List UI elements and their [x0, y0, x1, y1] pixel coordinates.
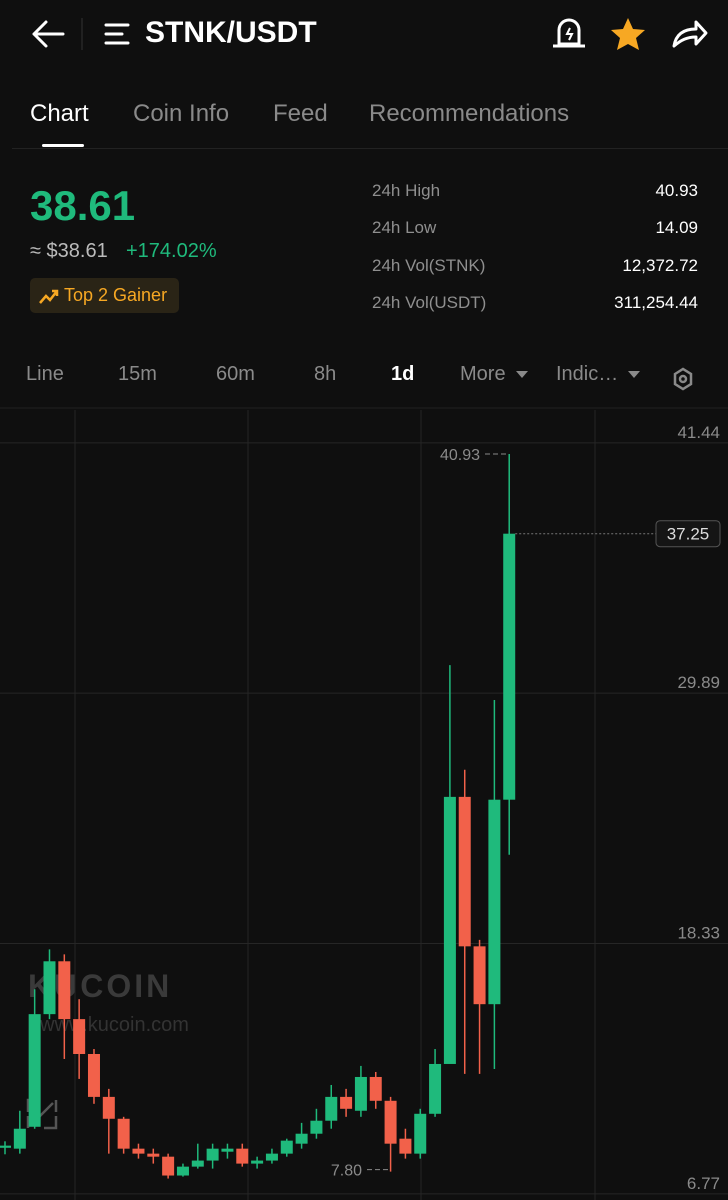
stat-label: 24h High [372, 181, 441, 200]
candle-body [191, 1160, 204, 1167]
candle-body [13, 1128, 26, 1149]
tab[interactable]: Recommendations [369, 100, 570, 127]
y-tick-label: 41.44 [677, 423, 720, 442]
timeframe[interactable]: Indic… [556, 363, 619, 385]
stat-label: 24h Vol(USDT) [372, 293, 487, 312]
y-tick-label: 29.89 [677, 673, 720, 692]
candle-body [488, 799, 501, 1005]
candle-body [73, 1019, 86, 1055]
stat-value: 40.93 [655, 181, 698, 200]
last-price-label: 37.25 [667, 525, 710, 544]
candle-body [443, 796, 456, 1064]
candle-body [399, 1138, 412, 1154]
stat-label: 24h Low [372, 218, 437, 237]
candle-body [325, 1096, 338, 1121]
candle-body [102, 1096, 115, 1119]
candle-body [117, 1118, 130, 1149]
candle-body [414, 1113, 427, 1154]
candle-body [384, 1100, 397, 1144]
timeframe[interactable]: Line [26, 363, 64, 385]
candle-body [458, 796, 471, 947]
candle-body [251, 1160, 264, 1164]
low-marker: 7.80 [331, 1163, 362, 1180]
share-icon[interactable] [672, 20, 708, 48]
candle-body [369, 1076, 382, 1101]
settings-icon[interactable] [673, 367, 693, 391]
candle-body [354, 1076, 367, 1111]
candle-body [503, 533, 516, 800]
favorite-icon[interactable] [611, 18, 645, 50]
header-icons [32, 18, 708, 50]
candle-body [340, 1096, 353, 1109]
candle-body [310, 1120, 323, 1134]
candle-body [236, 1148, 249, 1164]
last-price: 38.61 [30, 182, 136, 229]
tab[interactable]: Chart [30, 100, 89, 127]
candle-body [28, 1014, 41, 1127]
candle-body [87, 1054, 100, 1097]
last-price-box [655, 520, 721, 548]
candle-body [43, 961, 56, 1015]
fiat-price: ≈ $38.61 [30, 240, 108, 262]
y-tick-label: 6.77 [687, 1174, 720, 1193]
candle-body [221, 1148, 234, 1152]
divider [12, 148, 728, 149]
pair-title: STNK/USDT [145, 16, 317, 49]
timeframe-icons [516, 367, 693, 391]
settings-icon-dot [678, 374, 688, 384]
candle-body [58, 961, 71, 1020]
timeframe[interactable]: 8h [314, 363, 337, 385]
gainer-badge[interactable]: Top 2 Gainer [30, 278, 180, 313]
badge-text: Top 2 Gainer [64, 285, 168, 305]
candle-body [132, 1148, 145, 1154]
badge-icon [39, 289, 59, 304]
back-icon[interactable] [32, 20, 65, 48]
dropdown-icon [628, 371, 640, 378]
alert-icon[interactable] [553, 18, 585, 48]
candle-body [429, 1063, 442, 1114]
candle-body [162, 1156, 175, 1176]
tab[interactable]: Coin Info [133, 100, 230, 127]
y-tick-label: 18.33 [677, 924, 720, 943]
tab[interactable]: Feed [273, 100, 328, 127]
timeframe[interactable]: 1d [391, 363, 415, 385]
stat-value: 12,372.72 [622, 256, 698, 275]
candle-body [176, 1166, 189, 1176]
high-marker: 40.93 [440, 447, 480, 464]
dropdown-icon [516, 371, 528, 378]
price-change: +174.02% [126, 240, 217, 262]
candle-body [147, 1153, 160, 1157]
candle-body [206, 1148, 219, 1161]
candle-body [265, 1153, 278, 1161]
candle-body [0, 1145, 11, 1148]
stat-value: 311,254.44 [614, 293, 698, 312]
candle-body [280, 1140, 293, 1154]
timeframe[interactable]: More [460, 363, 506, 385]
stat-label: 24h Vol(STNK) [372, 256, 486, 275]
menu-icon[interactable] [104, 23, 130, 45]
candle-body [473, 946, 486, 1005]
tab-indicator [42, 144, 84, 147]
timeframe[interactable]: 15m [118, 363, 157, 385]
candle-body [295, 1133, 308, 1144]
timeframe[interactable]: 60m [216, 363, 255, 385]
stat-value: 14.09 [655, 218, 698, 237]
